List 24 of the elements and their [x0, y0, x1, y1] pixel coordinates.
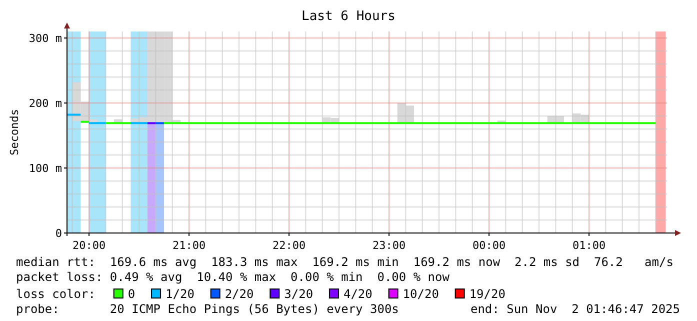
- x-tick-label: 22:00: [272, 239, 306, 252]
- x-tick-label: 23:00: [372, 239, 406, 252]
- text: median rtt: 169.6 ms avg 183.3 ms max 169.2 ms min 169.2 ms now 2.2 ms sd 76.2 am/s: [16, 255, 674, 269]
- legend-label: 4/20: [343, 287, 372, 301]
- legend-label: 3/20: [284, 287, 314, 301]
- x-tick-label: 21:00: [172, 239, 206, 252]
- legend-label: 10/20: [402, 287, 439, 301]
- y-tick-label: 200 m: [28, 97, 62, 110]
- chart-title: Last 6 Hours: [302, 9, 396, 24]
- text: packet loss: 0.49 % avg 10.40 % max 0.00 % min 0.00 % now: [16, 270, 450, 284]
- legend-label: 2/20: [224, 287, 254, 301]
- text: end: Sun Nov 2 01:46:47 2025: [470, 302, 680, 316]
- y-tick-label: 300 m: [28, 32, 62, 45]
- y-tick-label: 0: [55, 227, 62, 240]
- legend-title: loss color:: [16, 287, 96, 301]
- y-axis-title: Seconds: [8, 109, 21, 156]
- x-tick-label: 01:00: [572, 239, 606, 252]
- x-tick-label: 00:00: [472, 239, 506, 252]
- legend-label: 1/20: [166, 287, 194, 301]
- text: probe: 20 ICMP Echo Pings (56 Bytes) every 300s: [16, 302, 399, 316]
- legend-label: 19/20: [469, 287, 506, 301]
- legend-label: 0: [128, 287, 136, 301]
- x-tick-label: 20:00: [72, 239, 106, 252]
- y-tick-label: 100 m: [28, 162, 62, 175]
